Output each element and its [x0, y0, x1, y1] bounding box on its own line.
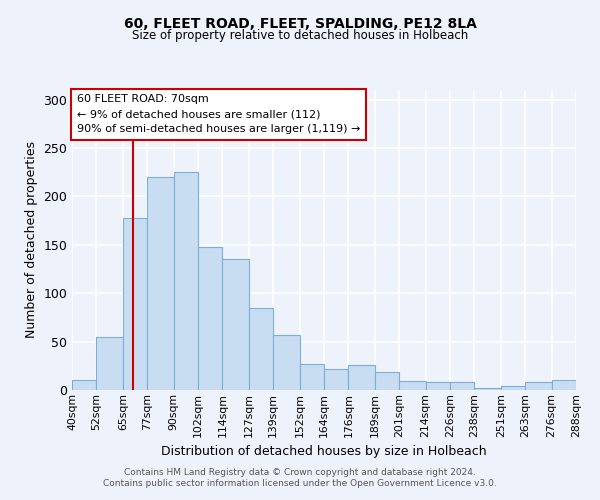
- Bar: [147, 177, 173, 390]
- Bar: [551, 380, 576, 390]
- Bar: [198, 247, 223, 390]
- Text: Contains HM Land Registry data © Crown copyright and database right 2024.: Contains HM Land Registry data © Crown c…: [124, 468, 476, 477]
- Bar: [299, 364, 324, 390]
- Bar: [375, 372, 399, 390]
- Bar: [399, 382, 425, 390]
- Text: 60, FLEET ROAD, FLEET, SPALDING, PE12 8LA: 60, FLEET ROAD, FLEET, SPALDING, PE12 8L…: [124, 18, 476, 32]
- Bar: [324, 368, 349, 390]
- Bar: [425, 382, 450, 390]
- Bar: [249, 308, 273, 390]
- Y-axis label: Number of detached properties: Number of detached properties: [25, 142, 38, 338]
- Bar: [173, 172, 198, 390]
- Bar: [123, 218, 147, 390]
- Bar: [475, 388, 501, 390]
- Bar: [501, 386, 525, 390]
- Bar: [273, 335, 299, 390]
- Bar: [97, 337, 123, 390]
- Bar: [72, 380, 97, 390]
- Text: 60 FLEET ROAD: 70sqm
← 9% of detached houses are smaller (112)
90% of semi-detac: 60 FLEET ROAD: 70sqm ← 9% of detached ho…: [77, 94, 361, 134]
- Text: Contains public sector information licensed under the Open Government Licence v3: Contains public sector information licen…: [103, 480, 497, 488]
- Bar: [223, 260, 249, 390]
- Bar: [349, 365, 375, 390]
- X-axis label: Distribution of detached houses by size in Holbeach: Distribution of detached houses by size …: [161, 445, 487, 458]
- Bar: [450, 382, 475, 390]
- Bar: [525, 382, 551, 390]
- Text: Size of property relative to detached houses in Holbeach: Size of property relative to detached ho…: [132, 29, 468, 42]
